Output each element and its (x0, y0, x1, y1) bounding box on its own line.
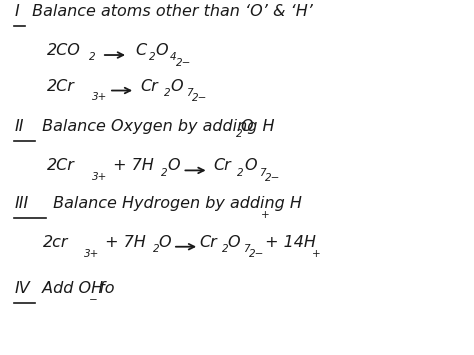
Text: O: O (167, 158, 180, 173)
Text: 7: 7 (259, 168, 266, 178)
Text: Cr: Cr (213, 158, 231, 173)
Text: 7: 7 (243, 244, 250, 254)
Text: I: I (14, 4, 19, 19)
Text: 2: 2 (153, 244, 159, 254)
Text: Cr: Cr (140, 78, 157, 93)
Text: O: O (159, 235, 172, 250)
Text: 2−: 2− (176, 58, 191, 68)
Text: 3+: 3+ (92, 172, 108, 182)
Text: 2cr: 2cr (43, 235, 68, 250)
Text: 2−: 2− (192, 93, 208, 103)
Text: 2−: 2− (249, 249, 264, 260)
Text: 2: 2 (89, 52, 96, 62)
Text: O: O (240, 119, 253, 134)
Text: 2Cr: 2Cr (47, 158, 75, 173)
Text: Balance Oxygen by adding H: Balance Oxygen by adding H (37, 119, 275, 134)
Text: 2: 2 (161, 168, 168, 178)
Text: 2−: 2− (264, 173, 280, 183)
Text: 3+: 3+ (84, 248, 100, 259)
Text: + 7H: + 7H (108, 158, 154, 173)
Text: O: O (171, 78, 183, 93)
Text: O: O (155, 43, 168, 58)
Text: Add OH: Add OH (37, 281, 104, 296)
Text: 2: 2 (222, 244, 228, 254)
Text: + 14H: + 14H (260, 235, 316, 250)
Text: 2: 2 (236, 129, 242, 139)
Text: 2: 2 (237, 168, 244, 178)
Text: III: III (14, 196, 28, 211)
Text: fo: fo (94, 281, 114, 296)
Text: −: − (89, 295, 98, 305)
Text: 3+: 3+ (92, 92, 108, 103)
Text: C: C (135, 43, 146, 58)
Text: 2Cr: 2Cr (47, 78, 75, 93)
Text: 4: 4 (170, 52, 176, 62)
Text: Balance Hydrogen by adding H: Balance Hydrogen by adding H (48, 196, 302, 211)
Text: Balance atoms other than ‘O’ & ‘H’: Balance atoms other than ‘O’ & ‘H’ (27, 4, 313, 19)
Text: O: O (244, 158, 257, 173)
Text: Cr: Cr (199, 235, 217, 250)
Text: 2CO: 2CO (47, 43, 81, 58)
Text: 2: 2 (164, 88, 170, 98)
Text: IV: IV (14, 281, 30, 296)
Text: O: O (228, 235, 240, 250)
Text: +: + (261, 209, 270, 220)
Text: + 7H: + 7H (100, 235, 146, 250)
Text: 2: 2 (149, 52, 156, 62)
Text: +: + (311, 248, 320, 259)
Text: II: II (14, 119, 24, 134)
Text: 7: 7 (186, 88, 193, 98)
